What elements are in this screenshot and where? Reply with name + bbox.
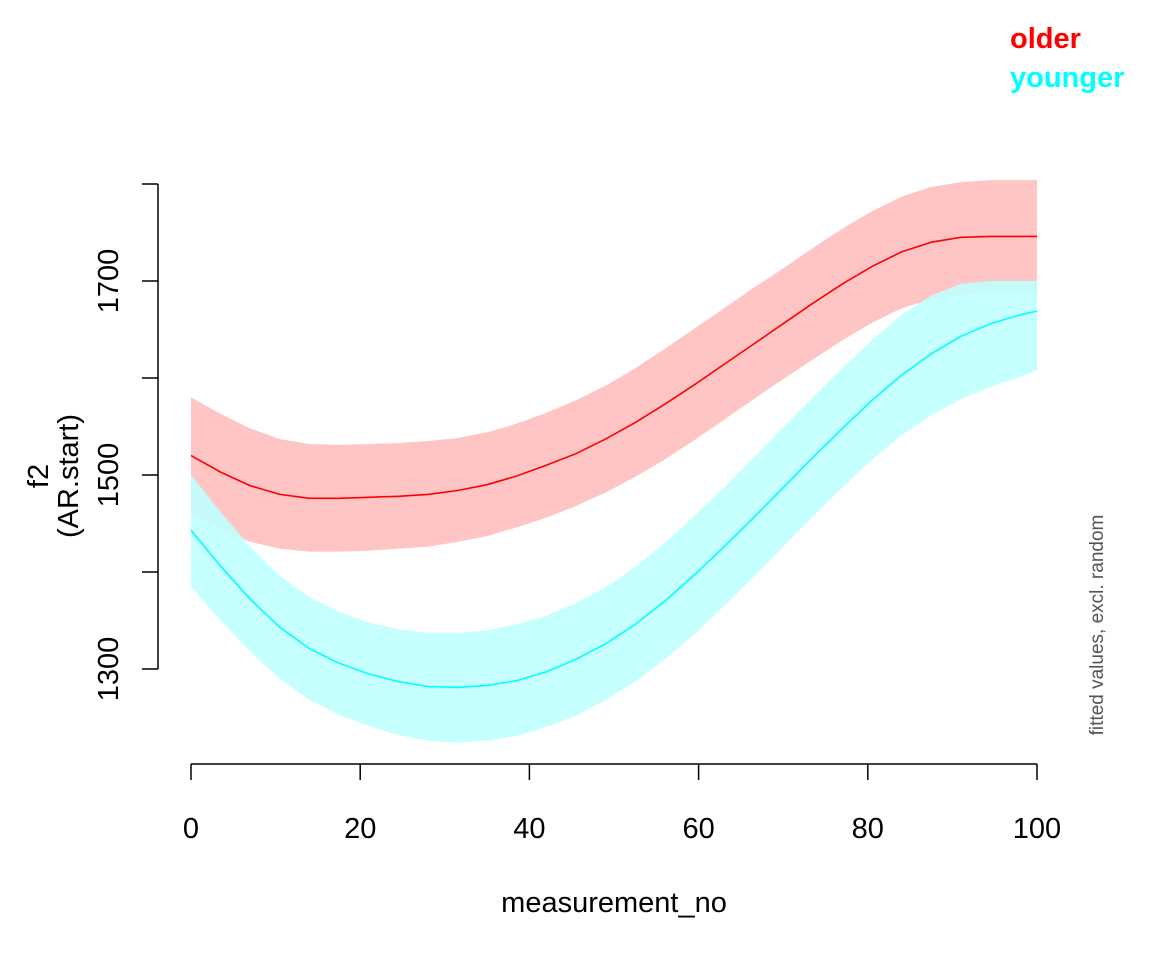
x-tick-label: 20 [344, 813, 376, 845]
y-axis: 1300 1500 1700 [93, 183, 159, 702]
x-tick-label: 100 [1013, 813, 1061, 845]
y-axis-title-line2: (AR.start) [53, 414, 85, 538]
x-tick-label: 60 [682, 813, 714, 845]
older-fitted-line [190, 235, 1037, 500]
x-tick-label: 0 [183, 813, 199, 845]
y-tick-label: 1300 [93, 637, 125, 702]
x-tick-label: 80 [852, 813, 884, 845]
x-axis-title: measurement_no [501, 887, 727, 919]
legend-older: older [1010, 23, 1081, 55]
y-tick-label: 1700 [93, 249, 125, 314]
y-axis-title-line1: f2 [23, 464, 55, 488]
x-axis: 0 20 40 60 80 100 [183, 763, 1061, 845]
x-tick-label: 40 [513, 813, 545, 845]
fitted-values-note: fitted values, excl. random [1087, 515, 1108, 736]
younger-fitted-line [190, 310, 1038, 689]
confidence-bands [191, 180, 1037, 743]
older-confidence-band [191, 180, 1037, 552]
legend-younger: younger [1010, 62, 1125, 94]
y-tick-label: 1500 [93, 443, 125, 508]
series-lines [190, 235, 1038, 689]
younger-confidence-band [191, 281, 1037, 743]
